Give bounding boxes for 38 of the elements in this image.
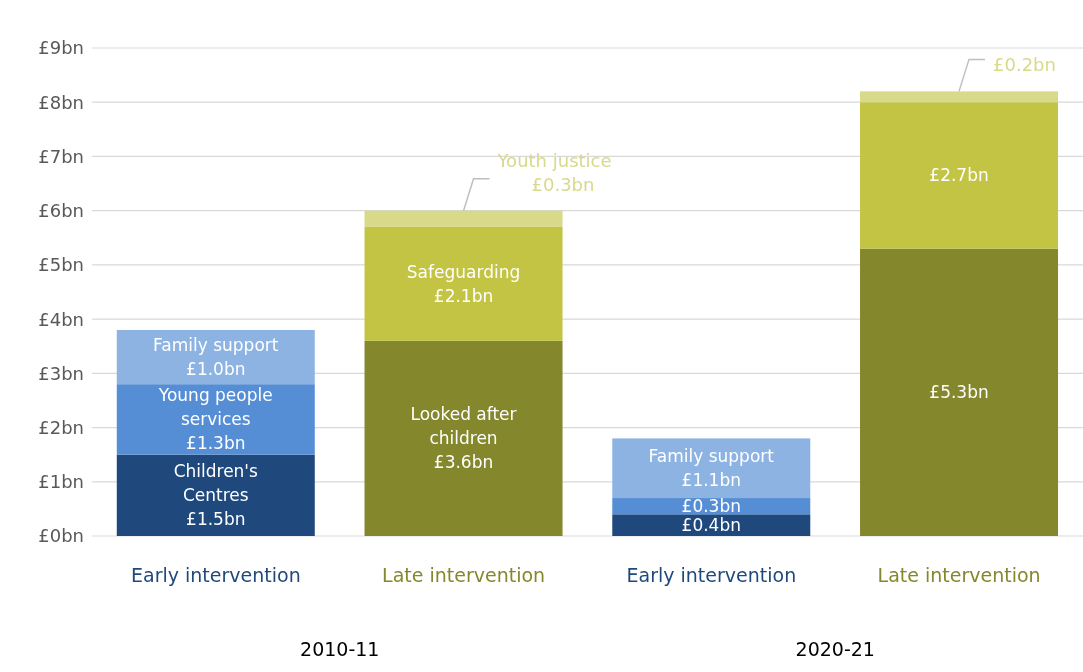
data-label: £2.7bn <box>929 165 989 186</box>
bar <box>860 102 1059 249</box>
bar <box>860 91 1059 103</box>
x-tick-label: Late intervention <box>877 564 1041 586</box>
x-tick-label: Early intervention <box>131 564 301 586</box>
y-tick-label: £0bn <box>38 525 84 547</box>
y-tick-label: £2bn <box>38 416 84 438</box>
bar <box>116 454 315 536</box>
data-label: Safeguarding £2.1bn <box>406 261 521 306</box>
data-label: £5.3bn <box>929 382 989 403</box>
bar <box>612 514 811 536</box>
y-tick-label: £5bn <box>38 254 84 276</box>
y-tick-label: £9bn <box>38 37 84 59</box>
y-tick-label: £6bn <box>38 200 84 222</box>
y-tick-label: £7bn <box>38 145 84 167</box>
y-tick-label: £3bn <box>38 362 84 384</box>
y-tick-label: £8bn <box>38 91 84 113</box>
data-label: £0.2bn <box>993 54 1056 76</box>
bar <box>116 384 315 455</box>
text: 2010-11 <box>299 637 381 660</box>
data-label: £0.4bn <box>681 515 741 536</box>
data-label: £0.3bn <box>681 496 741 517</box>
data-label: Family support £1.0bn <box>153 335 279 380</box>
data-label: Young people services £1.3bn <box>157 385 273 454</box>
text: 2020-21 <box>794 637 876 660</box>
data-label: Children's Centres £1.5bn <box>173 461 259 530</box>
data-label: Family support £1.1bn <box>648 446 775 491</box>
bar <box>364 226 563 341</box>
x-tick-label: Late intervention <box>382 564 546 586</box>
x-tick-label: Early intervention <box>626 564 797 586</box>
bar <box>364 340 563 536</box>
bar <box>860 248 1059 536</box>
y-tick-label: £4bn <box>38 308 84 330</box>
bar <box>612 438 811 499</box>
bar <box>364 210 563 227</box>
y-tick-label: £1bn <box>38 471 84 493</box>
data-label: Looked after children £3.6bn <box>410 404 517 473</box>
data-label: Youth justice £0.3bn <box>496 149 612 195</box>
